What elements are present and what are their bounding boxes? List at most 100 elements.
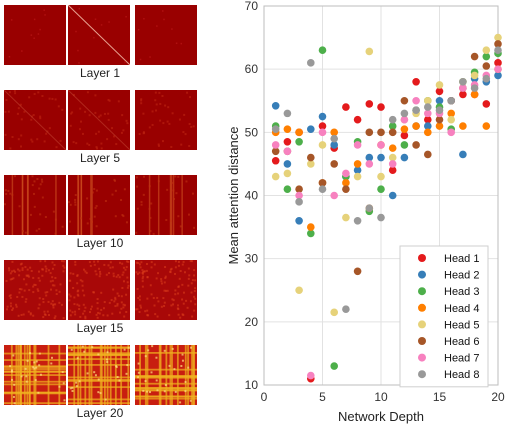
data-point	[459, 78, 467, 86]
data-point	[447, 128, 455, 137]
data-point	[307, 229, 315, 238]
heatmap-tile	[135, 260, 197, 320]
data-point	[271, 172, 280, 181]
data-point	[295, 216, 303, 225]
data-point	[482, 62, 491, 70]
y-tick-label: 10	[245, 378, 259, 392]
heatmap-row	[0, 5, 200, 85]
data-point	[412, 122, 420, 130]
legend-box	[399, 245, 489, 388]
y-tick-label: 30	[245, 252, 259, 266]
data-point	[435, 81, 444, 89]
heatmap-layer-label: Layer 10	[76, 236, 124, 250]
data-point	[459, 90, 467, 99]
data-point	[424, 109, 432, 118]
data-point	[342, 169, 350, 178]
x-tick-label: 10	[374, 390, 388, 404]
data-point	[494, 71, 502, 80]
scatter-chart: 0 5 10 15 20 10 20 30 40 50 60 70 Network Depth Mean …	[226, 0, 505, 424]
heatmap-tile	[4, 5, 66, 65]
heatmap-tile	[68, 345, 130, 405]
heatmap-tile	[68, 90, 130, 150]
data-point	[353, 166, 362, 175]
data-point	[424, 150, 432, 159]
data-point	[307, 125, 315, 133]
data-point	[400, 141, 409, 149]
heatmap-tile	[68, 260, 130, 320]
data-point	[283, 109, 292, 118]
data-point	[295, 191, 303, 200]
data-point	[295, 198, 303, 206]
data-point	[295, 185, 303, 193]
data-point	[295, 286, 303, 295]
data-point	[400, 125, 409, 133]
y-axis-title: Mean attention distance	[226, 126, 241, 264]
data-point	[388, 191, 397, 200]
data-point	[330, 134, 338, 143]
heatmap-tile	[135, 5, 197, 65]
heatmap-layer-label: Layer 5	[79, 151, 121, 165]
legend-entry-label: Head 3	[444, 286, 479, 298]
data-point	[353, 160, 362, 168]
data-point	[412, 141, 420, 149]
heatmap-layer-label: Layer 20	[76, 406, 124, 420]
data-point	[330, 128, 338, 137]
heatmap-tile	[135, 345, 197, 405]
data-point	[318, 141, 327, 149]
legend-swatch	[418, 320, 426, 329]
heatmap-layer-label: Layer 1	[79, 66, 121, 80]
data-point	[307, 153, 315, 162]
data-point	[400, 131, 409, 140]
legend-swatch	[418, 303, 426, 312]
data-point	[412, 106, 420, 115]
x-tick-label: 5	[319, 390, 326, 404]
data-point	[283, 185, 292, 193]
data-point	[353, 141, 362, 149]
data-point	[435, 87, 444, 96]
data-point	[400, 115, 409, 124]
data-point	[482, 46, 491, 55]
data-point	[377, 103, 385, 111]
heatmap-tile	[4, 90, 66, 150]
data-point	[377, 153, 385, 162]
data-point	[307, 59, 315, 67]
x-axis-title: Network Depth	[338, 409, 424, 424]
data-point	[377, 213, 385, 222]
data-point	[330, 191, 338, 200]
heatmap-tile	[4, 175, 66, 235]
data-point	[307, 223, 315, 231]
data-point	[365, 47, 374, 56]
data-point	[470, 84, 479, 92]
data-point	[271, 125, 280, 133]
heatmap-row	[0, 175, 200, 255]
data-point	[459, 84, 467, 92]
data-point	[365, 160, 374, 168]
heatmap-row	[0, 90, 200, 170]
data-point	[342, 179, 350, 187]
heatmap-tile	[4, 260, 66, 320]
data-point	[435, 106, 444, 115]
data-point	[330, 141, 338, 149]
data-point	[353, 267, 362, 276]
data-point	[424, 103, 432, 111]
heatmap-row	[0, 260, 200, 340]
data-point	[271, 156, 280, 165]
data-point	[342, 213, 350, 222]
attention-heatmap-panel: Layer 1 Layer 5 Layer 10 Layer 15 Layer 20	[0, 0, 200, 426]
data-point	[494, 65, 502, 73]
heatmap-layer-label: Layer 15	[76, 321, 124, 335]
data-point	[424, 115, 432, 124]
data-point	[377, 128, 385, 137]
data-point	[330, 308, 338, 317]
legend: Head 1 Head 2 Head 3 Head 4 Head 5 Head 6 Head…	[399, 245, 489, 388]
data-point	[447, 115, 455, 124]
legend-entry-label: Head 2	[444, 270, 479, 282]
scatter-points	[271, 33, 502, 383]
data-point	[412, 78, 420, 86]
data-point	[365, 100, 374, 108]
data-point	[388, 166, 397, 175]
legend-swatch	[418, 353, 426, 362]
data-point	[494, 59, 502, 67]
data-point	[318, 128, 327, 137]
data-point	[459, 150, 467, 159]
